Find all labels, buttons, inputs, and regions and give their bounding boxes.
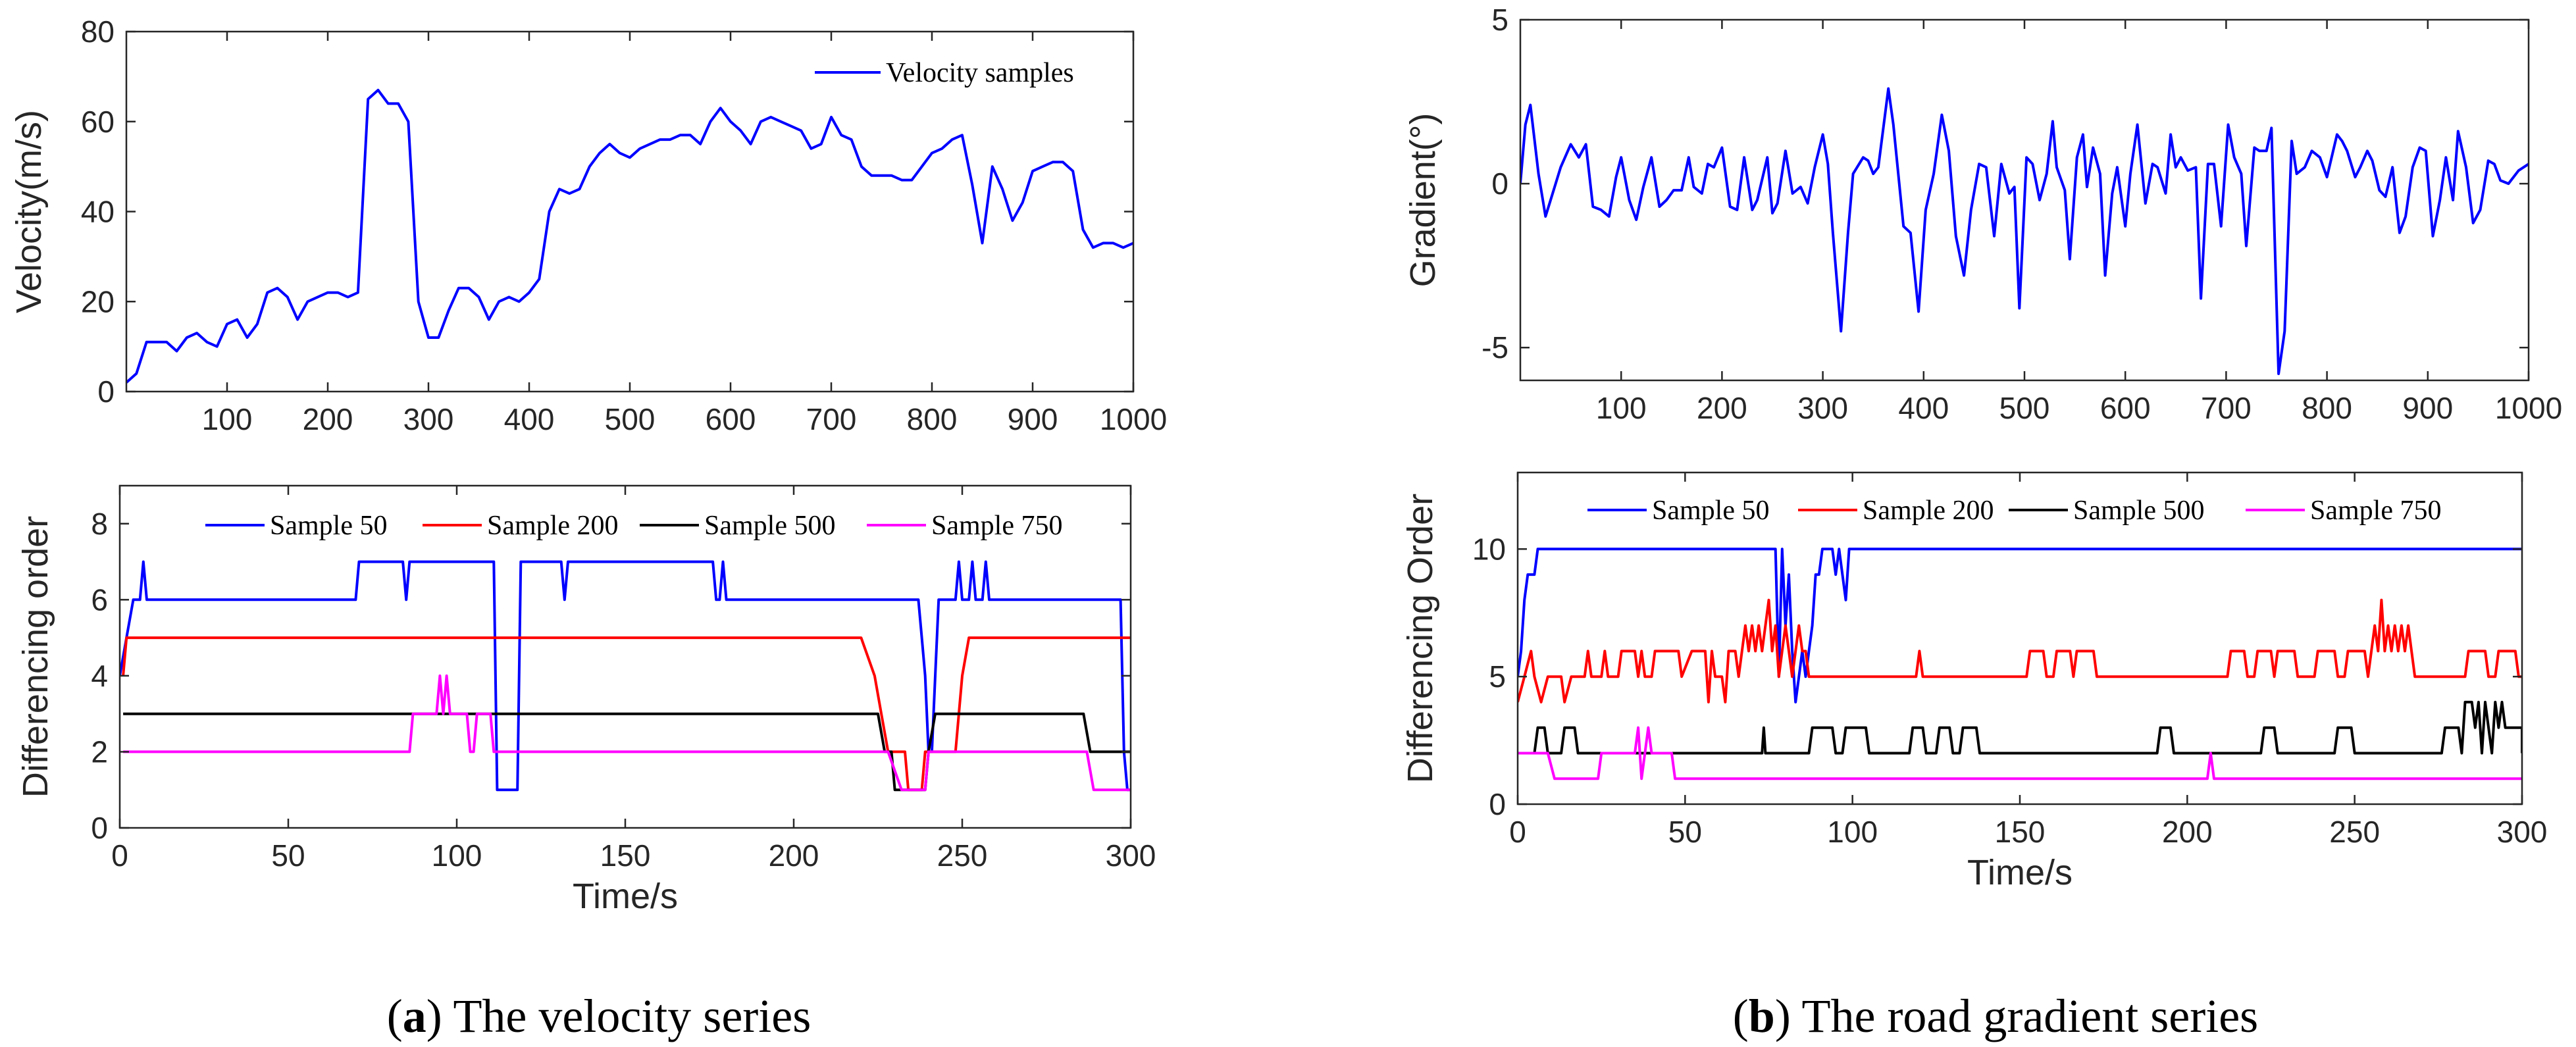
x-tick-label: 250	[937, 838, 988, 873]
caption-b-text: The road gradient series	[1802, 990, 2259, 1042]
chart-velocity-order: 0 50 100 150 200 250 300 0 2 4 6 8 Differencing orde…	[16, 484, 1156, 916]
x-tick-label: 500	[605, 402, 656, 436]
series-line-sample-750	[1518, 726, 2522, 780]
y-axis-label: Differencing Order	[1401, 494, 1440, 783]
x-axis-label: Time/s	[573, 877, 678, 916]
y-axis-label: Differencing order	[16, 516, 55, 798]
x-tick-label: 150	[600, 838, 651, 873]
series-line-sample-200	[1518, 598, 2522, 703]
x-tick-label: 50	[1668, 815, 1702, 849]
x-tick-label: 400	[1898, 391, 1949, 425]
x-tick-label: 200	[303, 402, 353, 436]
chart-gradient: 100 200 300 400 500 600 700 800 900 1000 -5 0 5 Gradi…	[1403, 3, 2562, 425]
series-line-sample-500	[1518, 700, 2522, 755]
y-tick-label: 0	[97, 374, 115, 409]
y-tick-label: 10	[1472, 532, 1506, 566]
x-tick-label: 100	[1596, 391, 1647, 425]
caption-b-letter: b	[1749, 990, 1775, 1042]
series-line-sample-50	[120, 560, 1131, 792]
chart-gradient-order: 0 50 100 150 200 250 300 0 5 10 Differencing Order…	[1401, 471, 2548, 892]
x-tick-label: 100	[432, 838, 482, 873]
legend-entry-label: Sample 200	[487, 511, 618, 541]
x-tick-label: 400	[504, 402, 555, 436]
legend-entry-label: Sample 50	[1652, 496, 1769, 526]
x-tick-label: 300	[1797, 391, 1848, 425]
x-tick-label: 250	[2329, 815, 2380, 849]
legend-entry-label: Sample 50	[270, 511, 387, 541]
x-tick-label: 0	[111, 838, 128, 873]
x-tick-label: 1000	[2495, 391, 2562, 425]
y-tick-label: 60	[81, 105, 115, 139]
x-tick-label: 100	[1827, 815, 1878, 849]
x-tick-label: 900	[2402, 391, 2453, 425]
series-group	[120, 560, 1131, 792]
series-group	[1518, 548, 2522, 780]
x-tick-label: 300	[1106, 838, 1156, 873]
x-tick-label: 200	[2162, 815, 2213, 849]
x-tick-label: 700	[2201, 391, 2252, 425]
x-tick-label: 900	[1008, 402, 1058, 436]
series-group	[1520, 87, 2529, 375]
legend-entry-label: Sample 200	[1863, 496, 1994, 526]
series-line-sample-50	[1518, 548, 2522, 703]
legend-entry-label: Sample 500	[2073, 496, 2204, 526]
caption-a-letter: a	[403, 990, 426, 1042]
caption-a-text: The velocity series	[453, 990, 811, 1042]
caption-b: (b) The road gradient series	[1733, 990, 2258, 1042]
legend: Sample 50 Sample 200 Sample 500 Sample 750	[205, 511, 1062, 541]
series-line-sample-200	[122, 636, 1131, 792]
x-tick-label: 700	[806, 402, 857, 436]
series-group	[126, 88, 1133, 384]
legend-entry-label: Velocity samples	[886, 58, 1074, 88]
y-axis-label: Gradient(°)	[1403, 113, 1443, 288]
x-tick-label: 800	[907, 402, 958, 436]
chart-velocity: 100 200 300 400 500 600 700 800 900 1000 0 20 40 60 80…	[9, 14, 1167, 436]
y-tick-label: 5	[1489, 659, 1506, 694]
x-tick-label: 600	[706, 402, 756, 436]
y-tick-label: 80	[81, 14, 115, 49]
x-tick-label: 300	[2497, 815, 2548, 849]
x-tick-label: 500	[1999, 391, 2050, 425]
y-axis-label: Velocity(m/s)	[9, 110, 49, 313]
y-tick-label: 2	[91, 734, 108, 769]
legend-entry-label: Sample 750	[2310, 496, 2441, 526]
x-axis-label: Time/s	[1967, 853, 2073, 892]
series-line-data	[1520, 87, 2529, 375]
chart-layer: 100 200 300 400 500 600 700 800 900 1000020406080…	[9, 3, 2562, 916]
x-tick-label: 600	[2100, 391, 2151, 425]
y-tick-label: 4	[91, 659, 108, 693]
y-tick-label: 20	[81, 284, 115, 319]
x-tick-label: 100	[202, 402, 253, 436]
legend: Sample 50 Sample 200 Sample 500 Sample 750	[1587, 496, 2441, 526]
y-tick-label: 0	[1489, 787, 1506, 821]
x-tick-label: 200	[1697, 391, 1747, 425]
x-tick-label: 1000	[1100, 402, 1167, 436]
series-line-velocity-samples	[126, 88, 1133, 384]
y-tick-label: 6	[91, 582, 108, 617]
legend-entry-label: Sample 750	[931, 511, 1062, 541]
y-tick-label: -5	[1481, 330, 1508, 365]
series-line-sample-750	[123, 674, 1131, 792]
caption-a: (a) The velocity series	[387, 990, 811, 1042]
x-tick-label: 200	[769, 838, 819, 873]
y-tick-label: 8	[91, 507, 108, 541]
y-tick-label: 0	[91, 811, 108, 845]
x-tick-label: 800	[2302, 391, 2352, 425]
legend-entry-label: Sample 500	[704, 511, 835, 541]
y-tick-label: 40	[81, 195, 115, 229]
x-tick-label: 150	[1995, 815, 2046, 849]
y-tick-label: 0	[1491, 166, 1508, 201]
x-tick-label: 300	[403, 402, 454, 436]
x-tick-label: 50	[271, 838, 305, 873]
legend: Velocity samples	[815, 58, 1074, 88]
y-tick-label: 5	[1491, 3, 1508, 37]
x-tick-label: 0	[1509, 815, 1526, 849]
